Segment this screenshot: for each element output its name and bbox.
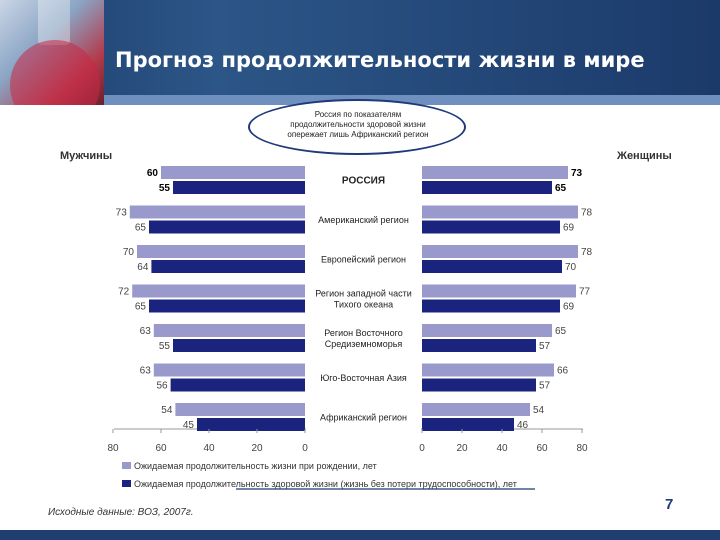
bar-women-healthy: [422, 418, 514, 431]
callout-text: Россия по показателям продолжительности …: [287, 110, 429, 139]
value-label-men-healthy: 55: [159, 341, 171, 352]
bar-men-healthy: [149, 299, 305, 313]
category-label: РОССИЯ: [342, 176, 385, 187]
bar-men-healthy: [170, 378, 305, 392]
men-tick-label: 20: [251, 443, 263, 454]
page-number: 7: [665, 496, 674, 513]
category-label: Юго-Восточная Азия: [320, 373, 407, 383]
value-label-women-healthy: 57: [539, 381, 551, 392]
header-band: [104, 95, 720, 105]
value-label-men-birth: 63: [140, 366, 152, 377]
source-note: Исходные данные: ВОЗ, 2007г.: [48, 507, 194, 518]
legend-label: Ожидаемая продолжительность здоровой жиз…: [134, 479, 517, 489]
page-title: Прогноз продолжительности жизни в мире: [115, 48, 645, 72]
men-panel-label: Мужчины: [60, 150, 113, 162]
value-label-men-birth: 60: [147, 168, 159, 179]
value-label-women-birth: 54: [533, 405, 545, 416]
value-label-men-healthy: 45: [183, 420, 195, 431]
men-tick-label: 60: [155, 443, 167, 454]
men-tick-label: 0: [302, 443, 308, 454]
bar-women-birth: [422, 166, 568, 179]
footer-bar: [0, 530, 720, 540]
value-label-women-healthy: 46: [517, 420, 529, 431]
value-label-men-healthy: 65: [135, 302, 147, 313]
women-tick-label: 20: [456, 443, 468, 454]
legend-swatch: [122, 462, 131, 469]
value-label-women-birth: 77: [579, 287, 591, 298]
legend-swatch: [122, 480, 131, 487]
value-label-women-birth: 65: [555, 326, 567, 337]
bar-women-birth: [422, 403, 530, 416]
bar-men-healthy: [151, 260, 305, 273]
men-tick-label: 40: [203, 443, 215, 454]
value-label-men-healthy: 65: [135, 223, 147, 234]
bar-men-birth: [129, 205, 305, 219]
bar-women-birth: [422, 284, 576, 298]
bar-men-healthy: [149, 220, 305, 234]
value-label-women-healthy: 70: [565, 262, 577, 273]
value-label-men-healthy: 56: [156, 381, 168, 392]
women-panel-label: Женщины: [617, 150, 672, 162]
value-label-women-healthy: 69: [563, 302, 575, 313]
value-label-men-healthy: 55: [159, 183, 171, 194]
category-label: Европейский регион: [321, 255, 406, 265]
bar-men-birth: [161, 166, 305, 179]
bar-women-healthy: [422, 339, 536, 352]
bar-women-birth: [422, 205, 578, 219]
category-label: Регион западной части: [315, 289, 412, 299]
value-label-men-birth: 70: [123, 247, 135, 258]
value-label-women-birth: 78: [581, 208, 593, 219]
bar-men-healthy: [197, 418, 305, 431]
value-label-women-birth: 66: [557, 366, 569, 377]
value-label-women-birth: 78: [581, 247, 593, 258]
value-label-men-birth: 72: [118, 287, 130, 298]
bar-women-birth: [422, 245, 578, 258]
bar-men-birth: [137, 245, 305, 258]
bar-men-birth: [153, 324, 305, 337]
flask-photo: [0, 0, 104, 105]
bar-men-healthy: [173, 339, 305, 352]
bar-women-healthy: [422, 299, 560, 313]
bar-women-birth: [422, 324, 552, 337]
bar-women-healthy: [422, 181, 552, 194]
bar-women-healthy: [422, 260, 562, 273]
flask-body: [10, 40, 100, 105]
category-label: Регион Восточного: [324, 328, 403, 338]
bar-women-healthy: [422, 220, 560, 234]
bar-men-birth: [132, 284, 305, 298]
men-tick-label: 80: [107, 443, 119, 454]
value-label-women-healthy: 57: [539, 341, 551, 352]
category-label: Тихого океана: [334, 300, 393, 310]
women-tick-label: 40: [496, 443, 508, 454]
value-label-women-healthy: 65: [555, 183, 567, 194]
category-label: Средиземноморья: [325, 339, 403, 349]
category-label: Американский регион: [318, 215, 409, 225]
legend-label: Ожидаемая продолжительность жизни при ро…: [134, 461, 377, 471]
bar-women-birth: [422, 363, 554, 377]
value-label-women-birth: 73: [571, 168, 583, 179]
value-label-men-birth: 73: [116, 208, 128, 219]
value-label-men-birth: 63: [140, 326, 152, 337]
value-label-men-healthy: 64: [137, 262, 149, 273]
women-tick-label: 0: [419, 443, 425, 454]
value-label-women-healthy: 69: [563, 223, 575, 234]
callout-bubble: [248, 99, 466, 155]
women-tick-label: 80: [576, 443, 588, 454]
header-bar: [0, 0, 720, 105]
bar-men-healthy: [173, 181, 305, 194]
flask-neck: [38, 0, 70, 45]
bar-men-birth: [175, 403, 305, 416]
value-label-men-birth: 54: [161, 405, 173, 416]
bar-women-healthy: [422, 378, 536, 392]
bar-men-birth: [153, 363, 305, 377]
category-label: Африканский регион: [320, 413, 407, 423]
women-tick-label: 60: [536, 443, 548, 454]
